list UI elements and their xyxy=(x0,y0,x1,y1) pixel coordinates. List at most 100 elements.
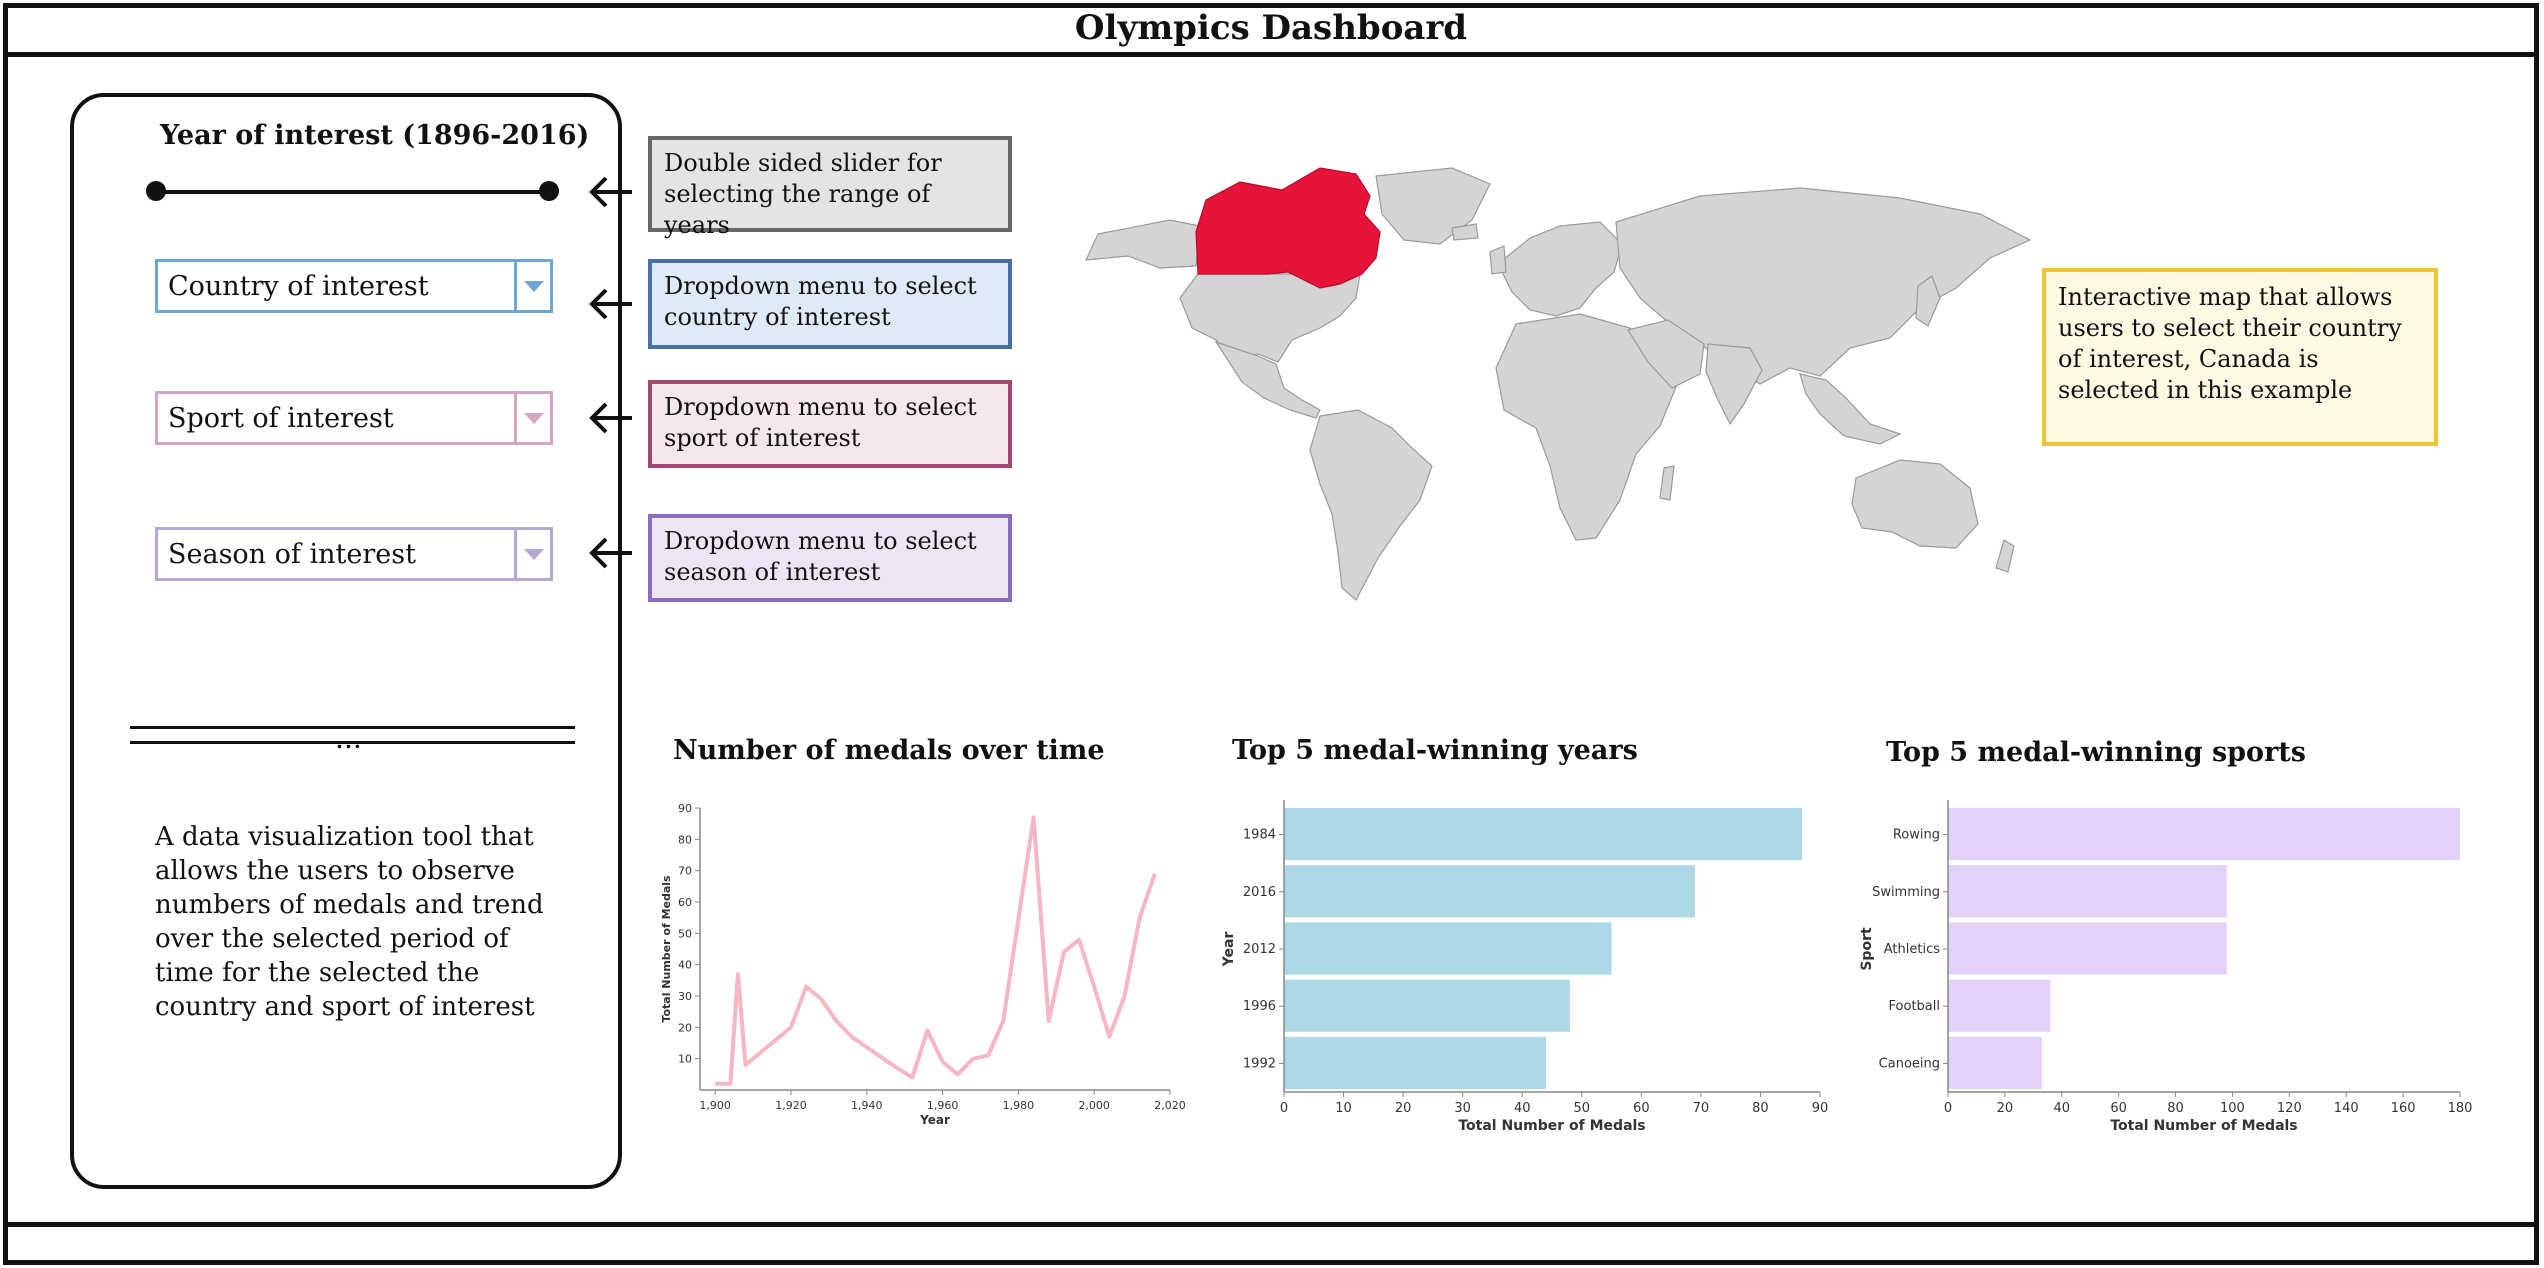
tool-description: A data visualization tool that allows th… xyxy=(155,822,544,1022)
world-map[interactable] xyxy=(1020,148,2080,628)
sport-dropdown[interactable]: Sport of interest xyxy=(155,391,553,445)
x-tick-label: 2,000 xyxy=(1078,1099,1110,1112)
y-tick-label: 20 xyxy=(678,1021,692,1034)
x-tick-label: 50 xyxy=(1574,1101,1591,1116)
category-label: Canoeing xyxy=(1879,1056,1940,1071)
slider-handle-end[interactable] xyxy=(539,181,559,201)
x-tick-label: 1,940 xyxy=(851,1099,883,1112)
chevron-down-icon[interactable] xyxy=(514,530,550,578)
season-dropdown[interactable]: Season of interest xyxy=(155,527,553,581)
x-tick-label: 0 xyxy=(1280,1101,1288,1116)
x-tick-label: 70 xyxy=(1693,1101,1710,1116)
sport-annotation: Dropdown menu to select sport of interes… xyxy=(648,380,1012,468)
y-tick-label: 80 xyxy=(678,833,692,846)
sport-dropdown-label: Sport of interest xyxy=(168,402,394,434)
y-tick-label: 10 xyxy=(678,1053,692,1066)
y-tick-label: 70 xyxy=(678,865,692,878)
resize-divider-top xyxy=(130,726,575,729)
arrow-left-icon xyxy=(589,402,632,434)
x-tick-label: 60 xyxy=(2110,1101,2127,1116)
country-dropdown-label: Country of interest xyxy=(168,270,429,302)
y-axis-title: Year xyxy=(1221,932,1237,968)
x-tick-label: 1,900 xyxy=(699,1099,731,1112)
chart-title-top-years: Top 5 medal-winning years xyxy=(1232,735,1638,766)
page-title: Olympics Dashboard xyxy=(1074,7,1468,48)
medals-line xyxy=(715,815,1157,1086)
y-tick-label: 40 xyxy=(678,959,692,972)
chevron-down-icon[interactable] xyxy=(514,394,550,442)
map-region-southeast-asia[interactable] xyxy=(1799,373,1902,445)
bar-swimming xyxy=(1948,865,2227,918)
map-country-alaska[interactable] xyxy=(1085,219,1201,269)
x-tick-label: 100 xyxy=(2220,1101,2245,1116)
map-country-australia[interactable] xyxy=(1851,459,1979,549)
bar-football xyxy=(1948,979,2051,1032)
x-tick-label: 60 xyxy=(1633,1101,1650,1116)
resize-divider-bottom xyxy=(130,741,575,744)
x-tick-label: 10 xyxy=(1335,1101,1352,1116)
category-label: 2012 xyxy=(1243,942,1276,957)
map-country-mexico[interactable] xyxy=(1214,340,1321,419)
x-tick-label: 140 xyxy=(2334,1101,2359,1116)
slider-handle-start[interactable] xyxy=(146,181,166,201)
x-tick-label: 80 xyxy=(1752,1101,1769,1116)
category-label: 1996 xyxy=(1243,999,1276,1014)
x-tick-label: 90 xyxy=(1812,1101,1829,1116)
map-country-madagascar[interactable] xyxy=(1659,465,1675,501)
arrow-left-icon xyxy=(589,288,632,320)
y-axis-title: Total Number of Medals xyxy=(660,875,673,1023)
season-annotation: Dropdown menu to select season of intere… xyxy=(648,514,1012,602)
bar-2016 xyxy=(1284,865,1695,918)
y-tick-label: 60 xyxy=(678,896,692,909)
bar-2012 xyxy=(1284,922,1612,975)
category-label: Athletics xyxy=(1884,942,1940,957)
x-tick-label: 40 xyxy=(1514,1101,1531,1116)
title-bar: Olympics Dashboard xyxy=(3,3,2539,57)
season-dropdown-label: Season of interest xyxy=(168,538,416,570)
x-tick-label: 1,960 xyxy=(927,1099,959,1112)
resize-handle-dots[interactable]: ... xyxy=(336,729,363,753)
country-dropdown[interactable]: Country of interest xyxy=(155,259,553,313)
map-region-india[interactable] xyxy=(1705,343,1763,426)
year-range-slider[interactable] xyxy=(152,190,552,194)
map-country-uk[interactable] xyxy=(1489,245,1507,275)
map-country-new-zealand[interactable] xyxy=(1995,539,2015,573)
line-chart-medals-over-time: 10 20 30 40 50 60 70 80 90 1,900 1,920 1,940 1,960 1,… xyxy=(660,802,1186,1127)
chevron-down-icon[interactable] xyxy=(514,262,550,310)
slider-annotation: Double sided slider for selecting the ra… xyxy=(648,136,1012,239)
filter-sidebar xyxy=(70,93,622,1189)
y-axis-title: Sport xyxy=(1859,927,1875,971)
arrow-left-icon xyxy=(589,537,632,569)
chart-title-medals-over-time: Number of medals over time xyxy=(673,735,1105,766)
category-label: Swimming xyxy=(1872,885,1940,900)
x-tick-label: 120 xyxy=(2277,1101,2302,1116)
dashboard-frame xyxy=(3,3,2539,1265)
map-country-usa[interactable] xyxy=(1179,273,1361,363)
bar-1984 xyxy=(1284,808,1803,861)
chart-title-top-sports: Top 5 medal-winning sports xyxy=(1886,737,2306,768)
bar-chart-top-sports: Rowing Swimming Athletics Football Canoeing 0… xyxy=(1859,800,2473,1130)
map-region-europe[interactable] xyxy=(1497,221,1623,317)
category-label: 1992 xyxy=(1243,1056,1276,1071)
map-country-iceland[interactable] xyxy=(1451,223,1479,241)
arrow-left-icon xyxy=(589,176,632,208)
x-tick-label: 160 xyxy=(2391,1101,2416,1116)
x-tick-label: 0 xyxy=(1944,1101,1952,1116)
x-axis-title: Year xyxy=(919,1113,950,1127)
x-axis-title: Total Number of Medals xyxy=(2110,1118,2297,1130)
map-country-canada[interactable] xyxy=(1195,167,1381,289)
x-tick-label: 30 xyxy=(1454,1101,1471,1116)
map-region-middle-east[interactable] xyxy=(1627,319,1705,389)
map-region-south-america[interactable] xyxy=(1309,409,1433,601)
x-tick-label: 180 xyxy=(2448,1101,2473,1116)
bar-athletics xyxy=(1948,922,2227,975)
map-country-japan[interactable] xyxy=(1915,275,1941,327)
bar-1996 xyxy=(1284,979,1570,1032)
x-tick-label: 20 xyxy=(1395,1101,1412,1116)
category-label: Rowing xyxy=(1893,828,1940,843)
category-label: 1984 xyxy=(1243,828,1276,843)
map-annotation: Interactive map that allows users to sel… xyxy=(2042,268,2438,446)
y-tick-label: 90 xyxy=(678,802,692,815)
x-axis-title: Total Number of Medals xyxy=(1458,1118,1645,1130)
y-tick-label: 30 xyxy=(678,990,692,1003)
